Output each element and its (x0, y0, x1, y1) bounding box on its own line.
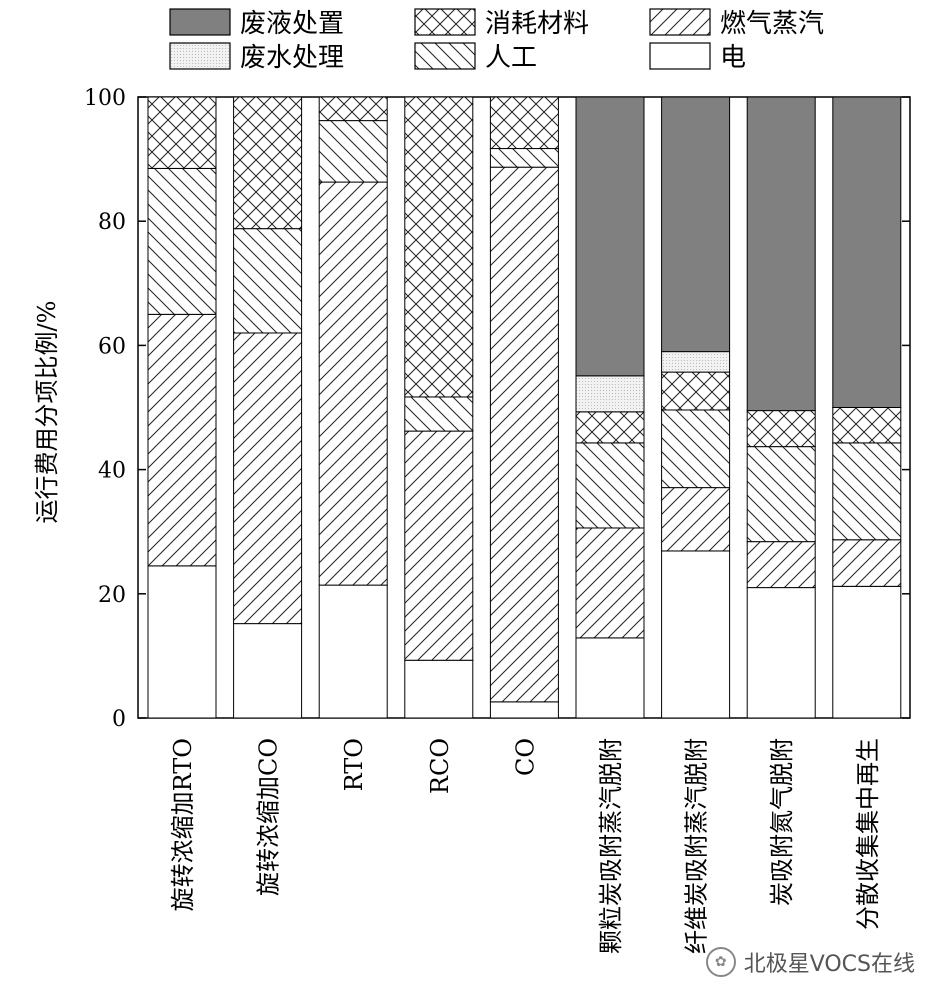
bar-segment (489, 701, 559, 719)
bar-segment (404, 430, 474, 661)
x-category-label: 颗粒炭吸附蒸汽脱附 (597, 738, 625, 954)
legend-label: 废液处置 (240, 9, 344, 39)
watermark: ✿ 北极星VOCS在线 (705, 946, 915, 978)
x-category-labels: 旋转浓缩加RTO 旋转浓缩加CO RTO RCO CO 颗粒炭吸附蒸汽脱附 纤维炭吸附蒸汽脱… (169, 738, 882, 954)
bar-segment (746, 587, 816, 719)
y-tick-label: 100 (84, 86, 126, 111)
x-category-label: 炭吸附氮气脱附 (768, 738, 796, 906)
y-tick-label: 80 (98, 210, 126, 235)
bar-segment (318, 584, 388, 719)
legend-label: 消耗材料 (485, 9, 589, 39)
bar-segment (832, 442, 902, 541)
bar-segment (661, 351, 731, 373)
bar-segment (575, 375, 645, 413)
wechat-icon: ✿ (705, 947, 736, 977)
bar-segment (233, 332, 303, 625)
bar-segment (661, 96, 731, 353)
bar-segment (746, 446, 816, 543)
legend-label: 燃气蒸汽 (720, 9, 824, 39)
bar-segment (147, 313, 217, 567)
bar-segment (661, 550, 731, 719)
x-category-label: RTO (340, 738, 368, 791)
legend-swatch (169, 42, 231, 70)
bar-segment (404, 96, 474, 398)
bar-segment (147, 96, 217, 169)
bar-segment (489, 166, 559, 703)
bar-segment (832, 96, 902, 408)
bar-segment (318, 120, 388, 183)
legend-swatch (414, 42, 476, 70)
legend-label: 电 (720, 43, 746, 73)
bar-segment (661, 409, 731, 489)
bar-segment (318, 96, 388, 122)
bar-segment (575, 637, 645, 719)
bar-segment (404, 396, 474, 432)
legend-swatch (414, 8, 476, 36)
legend-label: 废水处理 (240, 43, 344, 73)
bar-segment (661, 487, 731, 552)
bar-segment (575, 411, 645, 444)
legend-swatch (649, 42, 711, 70)
bar-segment (489, 148, 559, 168)
bar-segment (746, 96, 816, 412)
x-category-label: 分散收集集中再生 (854, 738, 882, 930)
bar-segment (746, 410, 816, 448)
bar-segment (746, 541, 816, 589)
bar-segment (147, 167, 217, 315)
y-tick-label: 40 (98, 459, 126, 484)
bars (147, 96, 902, 719)
legend-label: 人工 (485, 43, 537, 73)
bar-segment (575, 96, 645, 377)
bar-segment (318, 181, 388, 586)
y-axis-title: 运行费用分项比例/% (33, 301, 61, 524)
y-tick-label: 20 (98, 583, 126, 608)
bar-segment (147, 565, 217, 719)
y-tick-labels: 0 20 40 60 80 100 (84, 86, 126, 732)
bar-segment (404, 659, 474, 719)
x-category-label: 旋转浓缩加CO (255, 738, 283, 896)
bar-segment (575, 527, 645, 639)
bar-segment (832, 407, 902, 444)
bar-segment (832, 585, 902, 719)
y-tick-label: 60 (98, 334, 126, 359)
bar-segment (575, 442, 645, 529)
watermark-text: 北极星VOCS在线 (743, 952, 915, 977)
x-category-label: CO (511, 738, 539, 776)
y-tick-label: 0 (112, 707, 126, 732)
bar-segment (233, 623, 303, 719)
x-category-label: RCO (426, 738, 454, 794)
bar-segment (233, 228, 303, 334)
bar-segment (661, 371, 731, 411)
bar-segment (489, 96, 559, 150)
legend-swatch (649, 8, 711, 36)
x-category-label: 纤维炭吸附蒸汽脱附 (683, 738, 711, 954)
bar-segment (233, 96, 303, 230)
legend-swatch (169, 8, 231, 36)
x-category-label: 旋转浓缩加RTO (169, 738, 197, 911)
bar-segment (832, 539, 902, 587)
